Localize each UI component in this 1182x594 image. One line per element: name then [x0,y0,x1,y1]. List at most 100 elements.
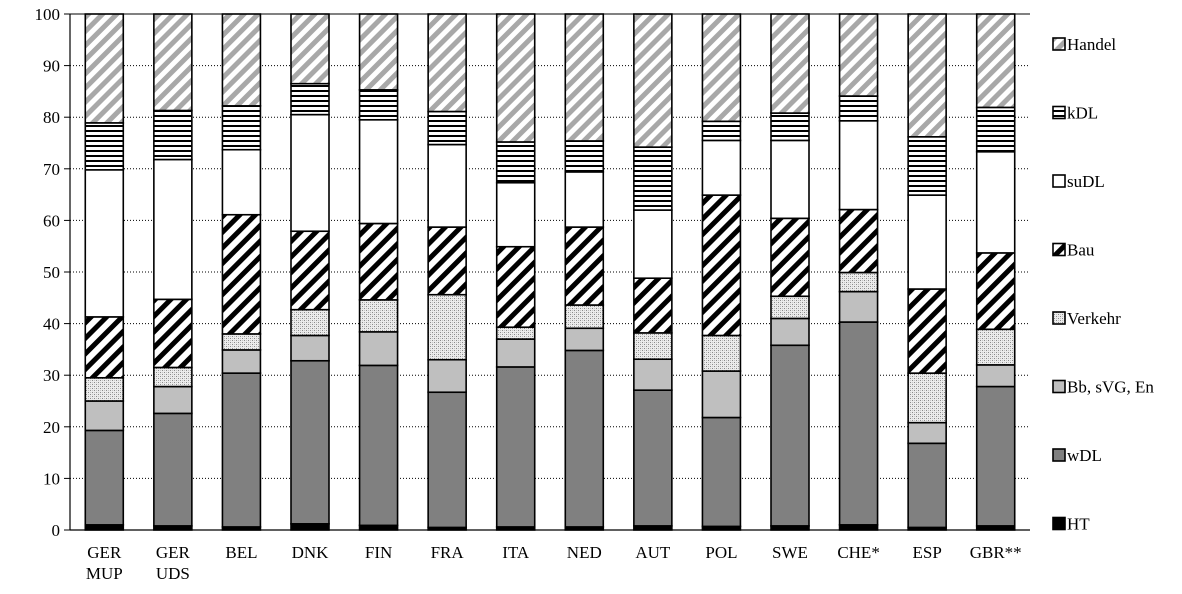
bar-che-sudl [838,120,879,211]
bar-stack-esp [907,13,947,531]
legend-label-bb-svg-en: Bb, sVG, En [1067,378,1154,397]
bar-bel-bau [221,213,262,335]
bar-fra-kdl [427,110,467,146]
bar-dnk-wdl [290,359,330,525]
bar-stack-che [838,13,879,531]
legend-item-handel: Handel [1052,35,1116,54]
bar-bel-wdl [221,372,262,528]
legend-swatch-handel [1052,37,1066,51]
y-tick-label-80: 80 [43,108,60,127]
bar-fin-kdl [358,89,399,121]
bar-fin-verkehr [358,299,399,333]
legend-item-kdl: kDL [1052,104,1098,123]
legend-swatch-bau [1052,242,1066,257]
bar-fin-bb-svg-en [358,331,399,367]
bar-stack-ger-mup [84,13,125,531]
bar-aut-bb-svg-en [633,358,673,391]
legend-label-sudl: suDL [1067,172,1105,191]
legend-label-verkehr: Verkehr [1067,309,1121,328]
bar-ita-bau [495,245,536,329]
bar-gbr-verkehr [975,328,1016,366]
x-tick-label-dnk: DNK [292,543,330,562]
bar-pol-verkehr [701,334,742,372]
legend: Handel kDL suDL Bau Verkehr Bb, sVG, En wDL HT [1052,35,1154,534]
bar-ger-mup-kdl [84,122,125,171]
bar-aut-kdl [633,146,673,211]
x-tick-label-swe: SWE [772,543,808,562]
x-tick-label-fin: FIN [365,543,392,562]
bar-ger-uds-bau [153,298,193,369]
bar-pol-sudl [701,139,742,196]
bar-stack-gbr [975,13,1016,531]
bar-che-bau [838,208,879,274]
legend-swatch-ht [1052,516,1066,531]
bar-ita-kdl [495,141,536,184]
bar-fra-bb-svg-en [427,358,467,394]
bar-ned-verkehr [564,304,605,330]
bar-ger-mup-sudl [84,169,125,318]
bars [84,13,1016,531]
bar-gbr-kdl [975,106,1016,153]
y-tick-label-60: 60 [43,211,60,230]
bar-stack-fin [358,13,399,531]
y-tick-label-90: 90 [43,57,60,76]
legend-swatch-bb-svg-en [1052,379,1066,394]
bar-ita-verkehr [495,326,536,340]
legend-item-verkehr: Verkehr [1052,309,1121,328]
bar-stack-pol [701,13,742,531]
x-tick-label-ita: ITA [502,543,530,562]
bar-stack-aut [633,13,673,531]
bar-esp-kdl [907,136,947,196]
legend-item-bau: Bau [1052,241,1095,260]
bar-fra-sudl [427,143,467,228]
x-tick-label-ned: NED [567,543,602,562]
x-tick-label-fra: FRA [431,543,465,562]
legend-swatch-sudl [1052,174,1066,188]
legend-label-kdl: kDL [1067,104,1098,123]
bar-stack-bel [221,13,262,531]
bar-ita-bb-svg-en [495,338,536,368]
bar-ned-bb-svg-en [564,327,605,352]
y-tick-label-20: 20 [43,418,60,437]
bar-fin-sudl [358,118,399,225]
bar-ger-uds-sudl [153,158,193,301]
legend-item-sudl: suDL [1052,172,1105,191]
bar-fra-wdl [427,391,467,529]
bar-ger-mup-bb-svg-en [84,400,125,432]
bar-dnk-sudl [290,113,330,233]
bar-bel-sudl [221,148,262,216]
bar-stack-ned [564,13,605,531]
bar-dnk-handel [290,13,330,85]
y-tick-label-10: 10 [43,469,60,488]
bar-gbr-handel [975,13,1016,109]
bar-dnk-bau [290,230,330,311]
legend-label-bau: Bau [1067,241,1095,260]
bar-esp-bau [907,288,947,374]
bar-stack-ger-uds [153,13,193,531]
bar-fin-wdl [358,364,399,527]
bar-ger-mup-bau [84,316,125,379]
bar-ita-handel [495,13,536,143]
bar-gbr-bau [975,252,1016,331]
bar-esp-bb-svg-en [907,421,947,445]
bar-swe-wdl [770,344,810,527]
bar-bel-verkehr [221,333,262,351]
bar-che-bb-svg-en [838,290,879,323]
bar-ned-bau [564,226,605,306]
bar-stack-swe [770,13,810,531]
y-tick-label-70: 70 [43,160,60,179]
bar-pol-bb-svg-en [701,370,742,419]
bar-fra-handel [427,13,467,113]
x-tick-label-che: CHE* [837,543,880,562]
bar-ita-wdl [495,366,536,528]
bar-gbr-sudl [975,150,1016,254]
bar-ger-uds-handel [153,13,193,112]
x-tick-label-gbr: GBR** [970,543,1022,562]
legend-swatch-kdl [1052,105,1066,120]
bar-stack-ita [495,13,536,531]
bar-swe-verkehr [770,295,810,320]
bar-ger-uds-verkehr [153,366,193,388]
bar-ned-wdl [564,349,605,528]
